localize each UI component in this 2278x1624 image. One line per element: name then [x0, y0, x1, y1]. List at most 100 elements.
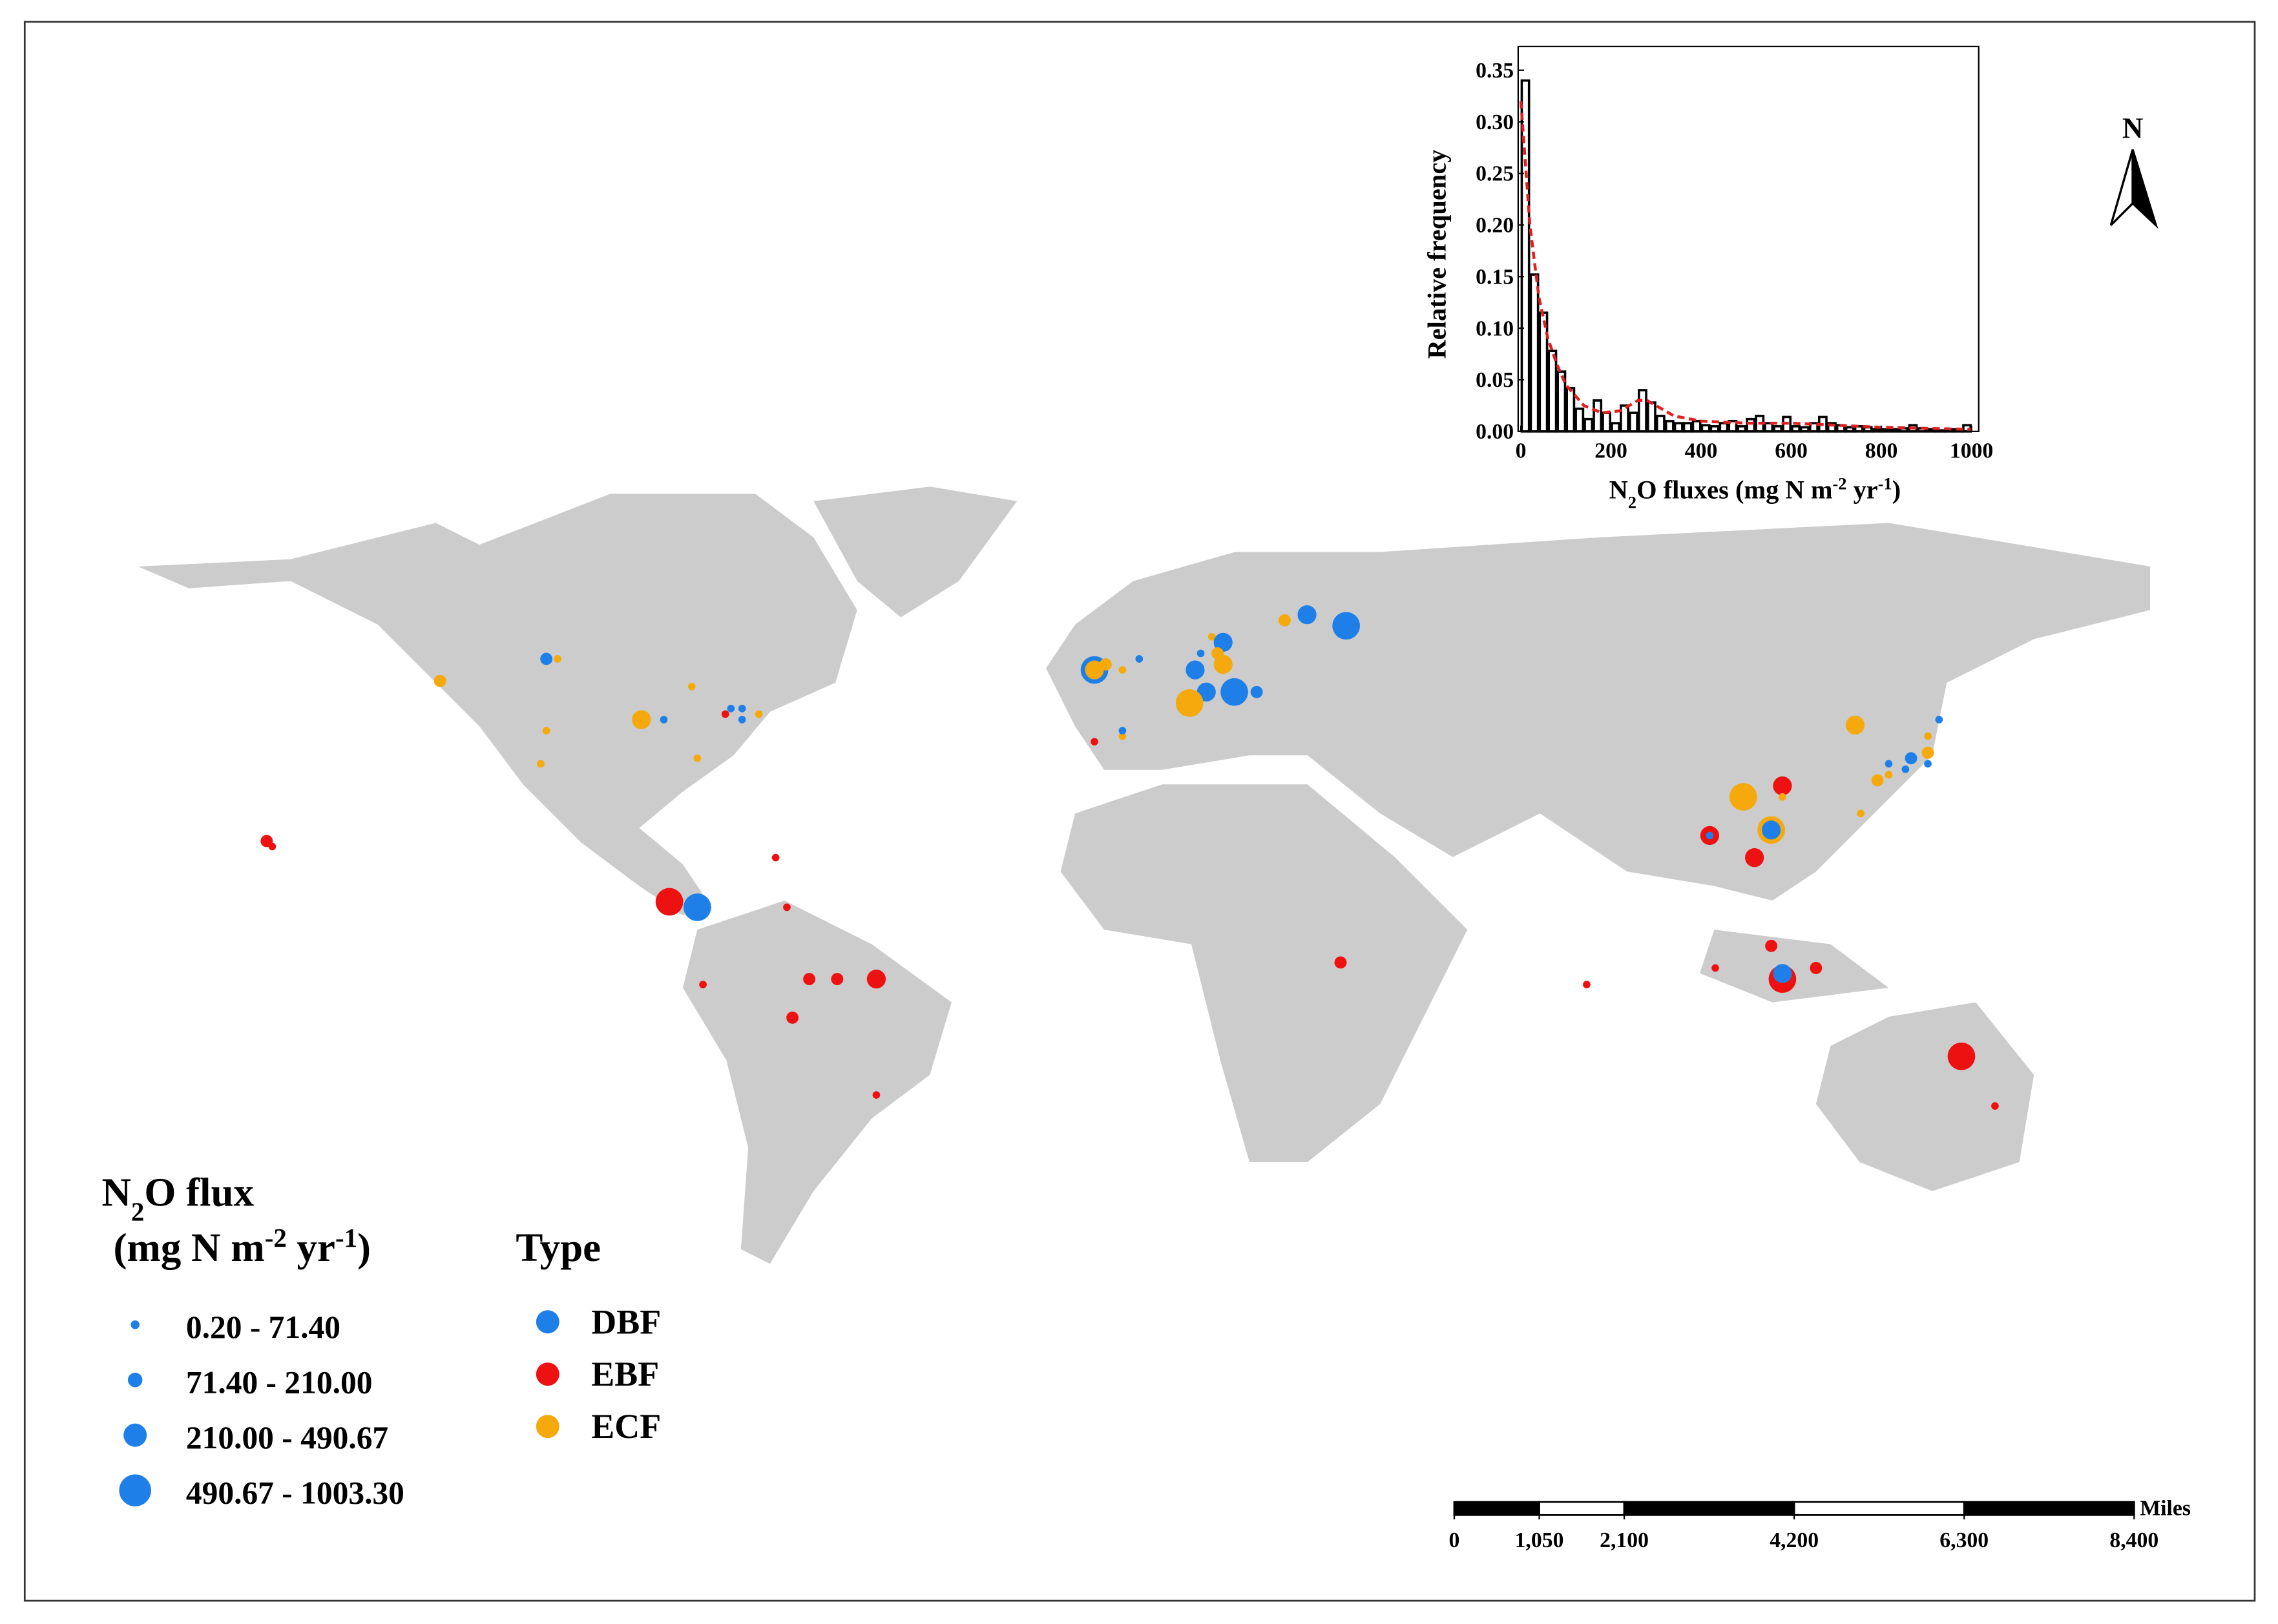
x-tick-label: 800 — [1865, 439, 1898, 463]
histogram-bar — [1620, 404, 1629, 433]
legend-type-symbol — [536, 1362, 559, 1386]
scale-segment — [1538, 1501, 1625, 1516]
site — [1118, 727, 1127, 734]
histogram-bar — [1637, 389, 1647, 433]
site — [771, 853, 780, 862]
site — [268, 842, 277, 851]
text-part: O fluxes (mg N m — [1636, 475, 1833, 504]
legend: N2O flux(mg N m-2 yr-1)0.20 - 71.4071.40… — [101, 1169, 661, 1510]
legend-size-symbol — [123, 1423, 147, 1447]
site — [872, 1091, 881, 1099]
arrow-right — [2131, 149, 2158, 229]
site — [831, 973, 844, 986]
text-part: ) — [1892, 475, 1901, 504]
africa — [1060, 784, 1468, 1162]
site — [540, 652, 553, 665]
legend-size-symbol — [119, 1474, 151, 1506]
histogram-bar — [1602, 411, 1612, 433]
site — [1924, 732, 1932, 740]
histogram-bar — [1629, 411, 1638, 433]
legend-size-label: 490.67 - 1003.30 — [186, 1475, 404, 1510]
text-part: -2 — [1833, 474, 1847, 493]
south-america — [682, 900, 952, 1264]
north-arrow: N — [2109, 112, 2158, 229]
histogram-bar — [1655, 415, 1666, 433]
site — [783, 903, 791, 911]
site — [786, 1011, 799, 1024]
site — [1711, 964, 1719, 972]
text-part: yr — [1846, 475, 1877, 504]
site — [1921, 746, 1934, 759]
histogram-bar — [1826, 422, 1837, 433]
scale-label: 2,100 — [1600, 1528, 1649, 1552]
scale-label: 6,300 — [1939, 1528, 1989, 1552]
site — [1773, 964, 1792, 983]
x-tick-label: 1000 — [1950, 439, 1993, 463]
legend-size-label: 71.40 - 210.00 — [186, 1364, 373, 1400]
fit-curve — [1519, 101, 1972, 431]
site — [1213, 654, 1233, 674]
site — [1175, 689, 1204, 717]
site — [1583, 981, 1591, 988]
site — [1871, 774, 1884, 787]
histogram-bar — [1700, 424, 1711, 433]
text-part: -1 — [1878, 474, 1892, 493]
site — [1845, 715, 1865, 735]
site — [738, 716, 746, 724]
site — [1885, 771, 1893, 779]
site — [727, 705, 735, 713]
histogram-bar — [1872, 428, 1882, 433]
site — [687, 682, 696, 691]
histogram-bar — [1809, 422, 1819, 433]
site — [738, 705, 746, 713]
histogram-bar — [1737, 425, 1747, 433]
histogram-bar — [1935, 429, 1945, 433]
text-part: N — [101, 1169, 131, 1214]
site — [721, 710, 729, 718]
north-label: N — [2122, 112, 2143, 145]
text-part: 2 — [1628, 493, 1636, 512]
site — [699, 981, 707, 988]
site — [1135, 655, 1144, 663]
site — [1297, 605, 1317, 625]
y-tick-label: 0.25 — [1476, 162, 1514, 186]
y-tick-label: 0.10 — [1476, 317, 1514, 340]
site — [1729, 783, 1757, 811]
histogram-bar — [1611, 422, 1620, 433]
scale-segment — [1623, 1501, 1795, 1516]
histogram-bar — [1646, 401, 1656, 433]
scale-label: 4,200 — [1770, 1528, 1819, 1552]
site — [1935, 716, 1943, 724]
site — [684, 893, 711, 921]
site — [1091, 738, 1098, 746]
scale-label: 1,050 — [1515, 1528, 1564, 1552]
histogram-bar — [1728, 420, 1738, 433]
site — [1213, 632, 1233, 652]
scale-segment — [1793, 1501, 1965, 1516]
x-tick-label: 0 — [1516, 439, 1527, 463]
site — [1810, 962, 1823, 974]
y-axis-label: Relative frequency — [1422, 149, 1451, 359]
y-tick-label: 0.15 — [1476, 265, 1514, 289]
site — [655, 888, 684, 916]
site — [1118, 666, 1127, 674]
site — [1991, 1102, 1999, 1110]
site — [1901, 765, 1910, 773]
site — [1220, 678, 1248, 706]
site — [554, 655, 561, 663]
histogram-bar — [1682, 422, 1693, 433]
text-part: yr — [287, 1225, 335, 1270]
site — [755, 710, 763, 718]
histogram-bar — [1854, 425, 1864, 433]
histogram-bar — [1664, 420, 1675, 433]
site — [1278, 614, 1291, 627]
histogram-bar — [1520, 79, 1531, 433]
site — [1924, 760, 1932, 768]
site — [1118, 732, 1127, 740]
scale-segment — [1963, 1501, 2135, 1516]
y-tick-label: 0.20 — [1476, 214, 1514, 238]
legend-title: N2O flux — [101, 1169, 254, 1225]
site — [1779, 793, 1786, 801]
legend-size-label: 0.20 - 71.40 — [186, 1309, 340, 1345]
